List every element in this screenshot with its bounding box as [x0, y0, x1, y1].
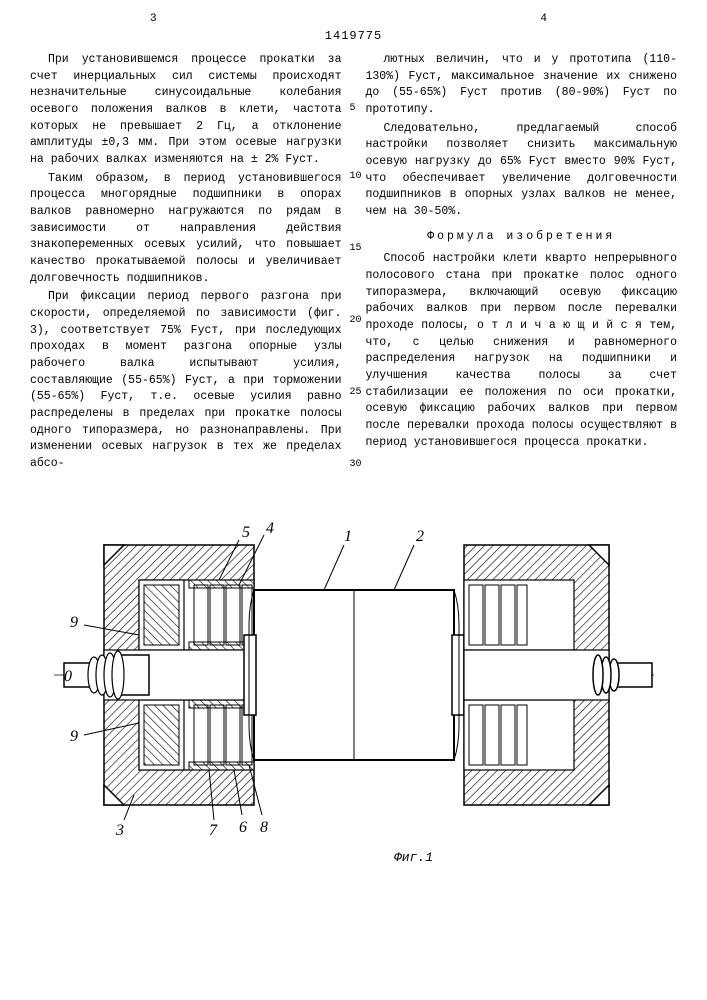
work-roll — [244, 590, 464, 760]
line-number: 15 — [350, 242, 362, 257]
formula-title: Формула изобретения — [366, 229, 678, 246]
page-number-right: 4 — [540, 12, 547, 28]
line-number: 25 — [350, 386, 362, 401]
label-3: 3 — [115, 822, 124, 839]
paragraph: Способ настройки клети кварто непрерывно… — [366, 251, 678, 451]
left-column: При установившемся процессе прокатки за … — [30, 52, 342, 475]
paragraph: При установившемся процессе прокатки за … — [30, 52, 342, 169]
line-number: 5 — [350, 102, 356, 117]
label-8: 8 — [260, 819, 268, 836]
right-housing — [464, 545, 652, 805]
label-7: 7 — [209, 822, 218, 839]
label-4: 4 — [266, 520, 274, 537]
line-number: 10 — [350, 170, 362, 185]
line-number: 30 — [350, 458, 362, 473]
label-9a: 9 — [70, 614, 78, 631]
page-container: 3 4 1419775 5 10 15 20 25 30 При установ… — [0, 0, 707, 1000]
paragraph: При фиксации период первого разгона при … — [30, 289, 342, 472]
figure-caption: Фиг.1 — [150, 849, 677, 868]
paragraph: лютных величин, что и у прототипа (110-1… — [366, 52, 678, 119]
label-5: 5 — [242, 524, 250, 541]
right-column: лютных величин, что и у прототипа (110-1… — [366, 52, 678, 475]
left-shaft — [64, 651, 149, 699]
page-number-left: 3 — [150, 12, 157, 28]
figure-1: 5 4 1 2 9 0 9 3 — [30, 485, 677, 868]
paragraph: Следовательно, предлагаемый способ настр… — [366, 121, 678, 221]
paragraph: Таким образом, в период установившегося … — [30, 171, 342, 288]
label-9b: 9 — [70, 728, 78, 745]
label-6: 6 — [239, 819, 247, 836]
line-number: 20 — [350, 314, 362, 329]
label-1: 1 — [344, 528, 352, 545]
label-0: 0 — [64, 668, 72, 685]
figure-svg: 5 4 1 2 9 0 9 3 — [44, 485, 664, 845]
label-2: 2 — [416, 528, 424, 545]
document-number: 1419775 — [325, 28, 382, 45]
